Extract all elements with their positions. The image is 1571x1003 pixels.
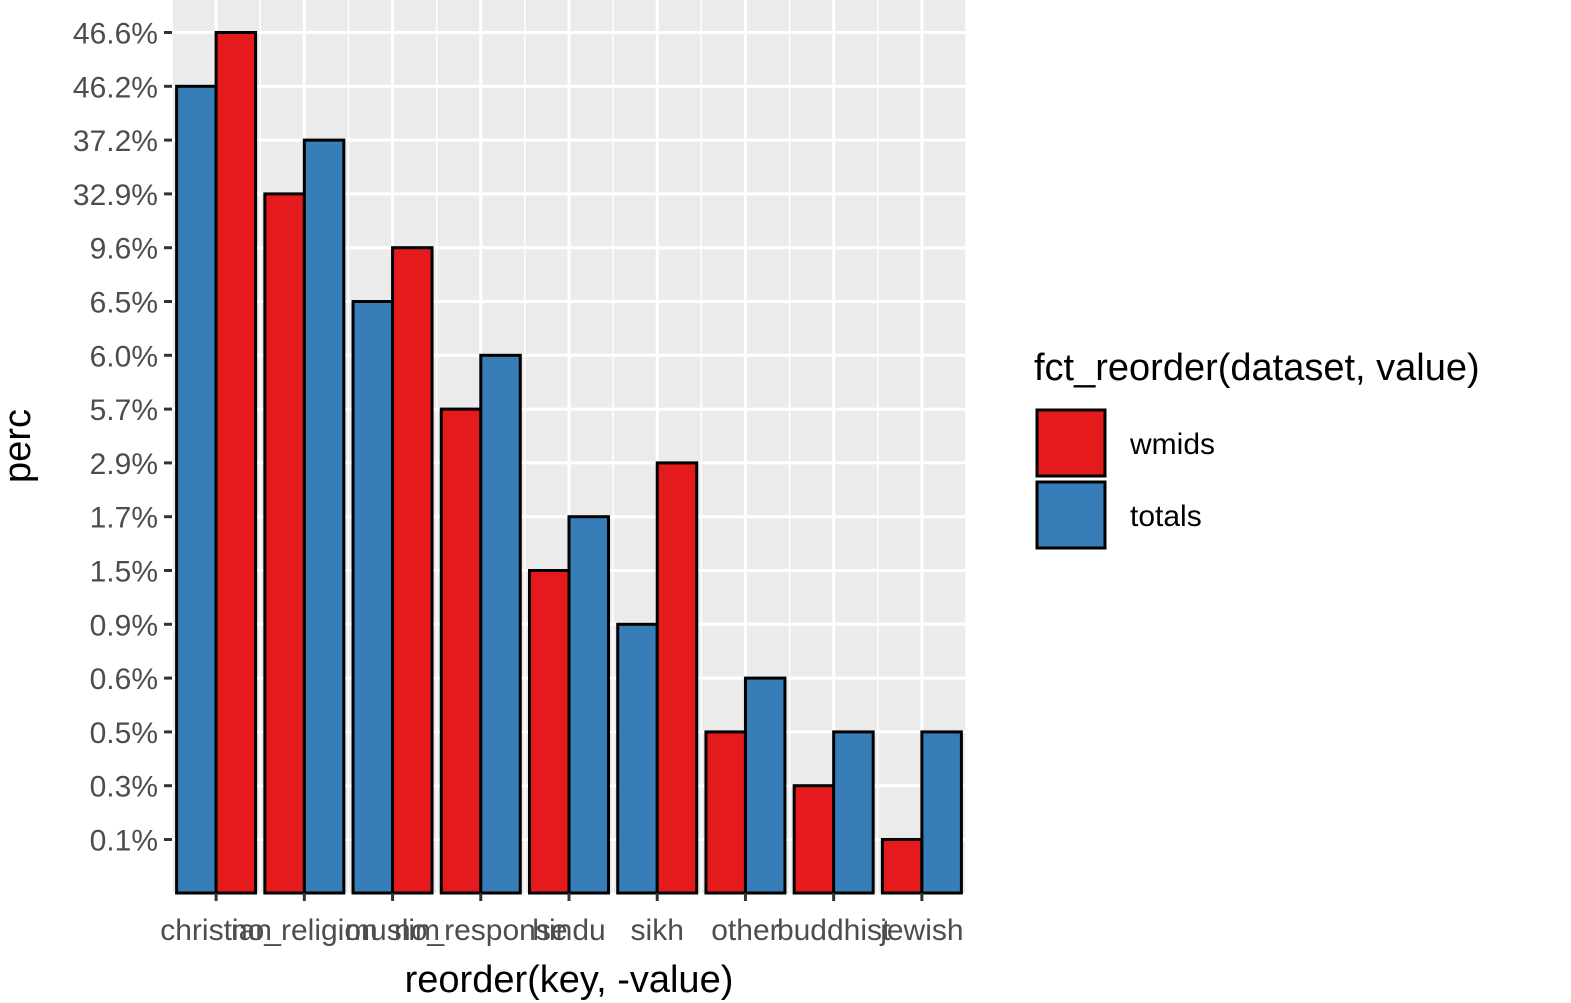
bar-buddhist-wmids xyxy=(792,784,836,895)
y-tick-label: 9.6% xyxy=(90,233,158,266)
y-tick-label: 37.2% xyxy=(73,125,158,158)
bar-muslim-wmids xyxy=(391,246,434,895)
bar-sikh-totals xyxy=(616,622,659,895)
legend-label-wmids: wmids xyxy=(1129,428,1215,461)
legend-key-totals xyxy=(1035,480,1107,550)
bar-jewish-totals xyxy=(920,730,963,895)
legend-key-wmids xyxy=(1035,408,1107,478)
bar-hindu-wmids xyxy=(528,569,571,895)
bar-hindu-totals xyxy=(567,515,610,895)
legend-label-totals: totals xyxy=(1130,500,1202,533)
bar-christian-wmids xyxy=(214,31,258,895)
bar-sikh-wmids xyxy=(655,461,699,895)
x-axis-title: reorder(key, -value) xyxy=(405,959,734,1001)
x-tick-label-other: other xyxy=(711,914,779,947)
y-tick-label: 1.7% xyxy=(90,502,158,535)
y-tick-label: 1.5% xyxy=(90,556,158,589)
bar-no-response-totals xyxy=(479,353,522,895)
y-axis-title: perc xyxy=(0,409,39,483)
y-axis: 0.1% 0.3% 0.5% 0.6% 0.9% 1.5% 1.7% 2.9% 5.7% 6.0%… xyxy=(73,18,172,858)
bar-muslim-totals xyxy=(351,300,395,895)
x-tick-label-muslim: muslim xyxy=(345,914,440,947)
legend-title: fct_reorder(dataset, value) xyxy=(1034,347,1480,389)
bar-no-religion-totals xyxy=(302,138,346,895)
legend: fct_reorder(dataset, value) wmids totals xyxy=(1034,347,1480,550)
y-tick-label: 46.2% xyxy=(73,71,158,104)
y-tick-label: 46.6% xyxy=(73,18,158,51)
bar-buddhist-totals xyxy=(832,730,875,895)
x-tick-label-hindu: hindu xyxy=(532,914,605,947)
bar-other-wmids xyxy=(704,730,747,895)
x-tick-label-no-response: no_response xyxy=(394,914,567,947)
bar-christian-totals xyxy=(175,84,218,895)
bar-other-totals xyxy=(743,676,787,895)
x-tick-label-no-religion: no_religion xyxy=(231,914,378,947)
y-tick-label: 6.5% xyxy=(90,287,158,320)
y-tick-label: 6.0% xyxy=(90,340,158,373)
x-tick-label-jewish: jewish xyxy=(879,914,963,947)
x-tick-label-buddhist: buddhist xyxy=(777,914,891,947)
y-tick-label: 0.9% xyxy=(90,609,158,642)
y-tick-label: 2.9% xyxy=(90,448,158,481)
bar-jewish-wmids xyxy=(880,838,924,895)
y-tick-label: 32.9% xyxy=(73,179,158,212)
bar-no-religion-wmids xyxy=(263,192,306,895)
y-tick-label: 0.3% xyxy=(90,771,158,804)
bars xyxy=(175,31,963,895)
x-tick-label-christian: christian xyxy=(160,914,272,947)
x-axis: christianno_religionmuslimno_responsehin… xyxy=(160,893,964,947)
y-tick-label: 5.7% xyxy=(90,394,158,427)
y-tick-label: 0.1% xyxy=(90,825,158,858)
bar-no-response-wmids xyxy=(439,407,483,895)
y-tick-label: 0.6% xyxy=(90,663,158,696)
y-tick-label: 0.5% xyxy=(90,717,158,750)
x-tick-label-sikh: sikh xyxy=(631,914,684,947)
